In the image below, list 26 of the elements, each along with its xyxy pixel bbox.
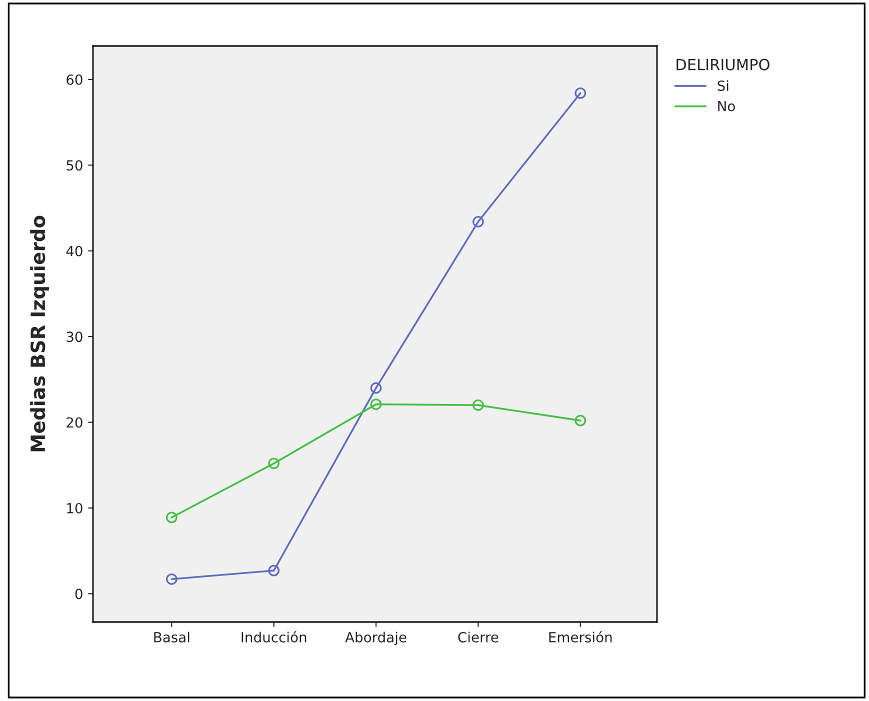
y-tick-label: 20 [66, 417, 82, 428]
x-tick-label: Emersión [549, 631, 612, 642]
point [472, 216, 484, 228]
x-tick-label: Abordaje [345, 632, 406, 646]
y-axis-title: Medias BSR Izquierdo [30, 216, 49, 452]
y-tick-label: 10 [67, 502, 82, 514]
point [166, 512, 178, 524]
point [370, 398, 382, 410]
y-tick-label: 30 [66, 332, 82, 342]
legend-label: No [718, 101, 735, 112]
x-tick-label: Inducción [242, 631, 306, 642]
point [166, 573, 178, 585]
y-tick-label: 50 [66, 160, 82, 171]
legend-title: DELIRIUMPO [676, 58, 770, 70]
y-tick-label: 40 [66, 246, 82, 256]
point [472, 399, 484, 411]
point [574, 414, 586, 426]
x-tick-label: Basal [154, 632, 190, 642]
point [268, 458, 280, 470]
point [574, 87, 586, 99]
point [370, 382, 382, 394]
legend-label: Si [718, 80, 728, 91]
y-tick-label: 60 [66, 74, 82, 85]
y-tick-label: 0 [75, 588, 82, 600]
x-tick-label: Cierre [458, 632, 498, 642]
point [268, 564, 280, 576]
